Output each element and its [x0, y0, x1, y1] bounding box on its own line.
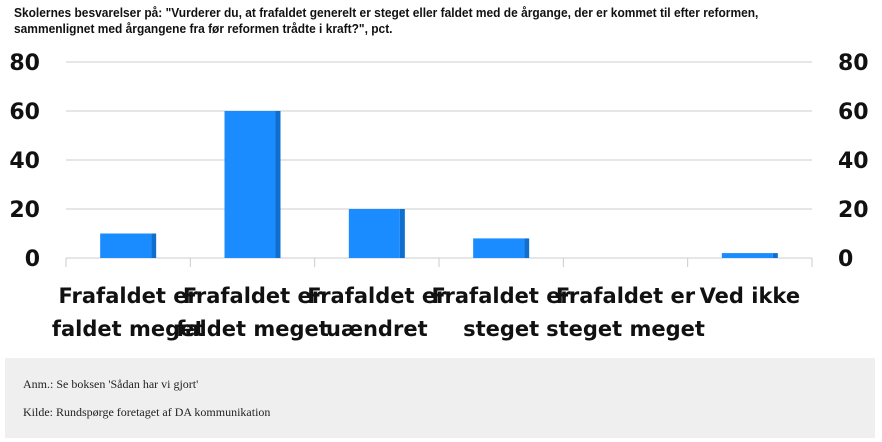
category-label: Frafaldet er: [556, 284, 696, 308]
y-tick-label-right: 40: [838, 149, 869, 174]
y-tick-label-left: 80: [9, 51, 40, 76]
y-tick-label-left: 0: [25, 247, 40, 272]
y-tick-label-left: 60: [9, 100, 40, 125]
category-label: Frafaldet er: [432, 284, 572, 308]
footnote: Anm.: Se boksen 'Sådan har vi gjort': [23, 377, 199, 391]
bar: [100, 233, 152, 258]
bar: [721, 253, 773, 258]
category-label: steget meget: [546, 317, 705, 341]
chart-footer: Anm.: Se boksen 'Sådan har vi gjort' Kil…: [5, 358, 875, 438]
y-tick-label-right: 80: [838, 51, 869, 76]
bar: [348, 209, 400, 258]
category-label: uændret: [326, 317, 428, 341]
bar-side: [772, 253, 778, 258]
bar-side: [151, 233, 157, 258]
category-label: Ved ikke: [700, 284, 801, 308]
y-tick-label-right: 20: [838, 198, 869, 223]
bar: [224, 111, 276, 258]
y-tick-label-left: 20: [9, 198, 40, 223]
chart-title: Skolernes besvarelser på: "Vurderer du, …: [14, 5, 759, 36]
bar-side: [275, 111, 281, 258]
category-label: Frafaldet er: [59, 284, 199, 308]
y-tick-label-right: 0: [838, 247, 853, 272]
category-label: faldet meget: [52, 317, 205, 341]
source-note: Kilde: Rundspørge foretaget af DA kommun…: [23, 405, 271, 419]
y-tick-label-left: 40: [9, 149, 40, 174]
category-label: faldet meget: [176, 317, 329, 341]
category-label: steget: [463, 317, 539, 341]
y-tick-label-right: 60: [838, 100, 869, 125]
category-label: Frafaldet er: [307, 284, 447, 308]
category-label: Frafaldet er: [183, 284, 323, 308]
bar-side: [524, 238, 530, 258]
bar-side: [399, 209, 405, 258]
bar: [473, 238, 525, 258]
bar-chart: 0 0 20 20 40 40 60 60 80 80 Frafaldet er faldet meg…: [9, 51, 869, 341]
